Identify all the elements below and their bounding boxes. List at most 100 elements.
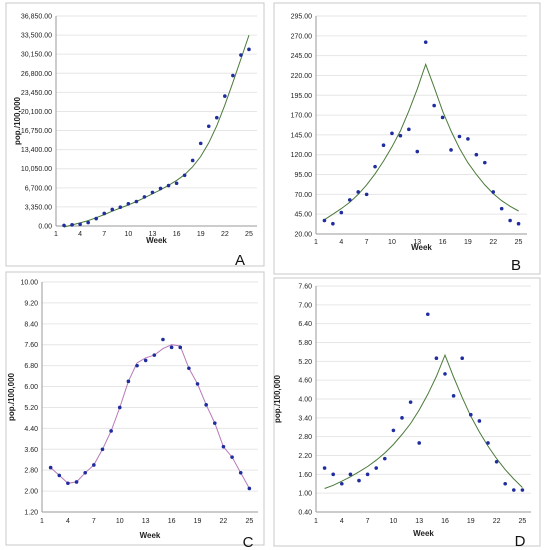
panel-b-y-tick-label: 45.00: [294, 212, 312, 219]
panel-a-y-tick-label: 16,750.00: [21, 128, 52, 135]
panel-d-x-tick-label: 25: [519, 518, 527, 525]
panel-d-data-point: [426, 312, 430, 317]
panel-a-frame: [5, 2, 265, 267]
panel-d-y-tick-label: 2.20: [298, 453, 312, 460]
panel-c-data-point: [213, 421, 217, 425]
panel-d: 0.40 1.00 1.60 2.20 2.80 3.40 4.00 4.60 5.20 5.80…: [273, 277, 541, 550]
panel-a-y-tick-label: 26,800.00: [21, 71, 52, 78]
panel-a-plot: 0.00 3,350.00 6,700.00 10,050.00 13,400.00 16…: [13, 14, 257, 269]
panel-a-x-tick-label: 4: [78, 231, 82, 238]
panel-d-x-tick-label: 7: [366, 518, 370, 525]
panel-d-data-point: [391, 428, 396, 433]
panel-d-data-point: [486, 441, 490, 445]
panel-c-x-tick-label: 19: [194, 518, 202, 525]
panel-d-y-tick-label: 5.80: [298, 340, 312, 347]
panel-d-y-axis-label: pop./100,000: [273, 374, 282, 423]
panel-a-data-point: [150, 190, 155, 195]
panel-b-data-point: [483, 160, 487, 165]
panel-d-y-tick-label: 1.00: [298, 491, 312, 498]
panel-c-x-tick-label: 22: [220, 518, 228, 525]
panel-a-y-tick-label: 3,350.00: [25, 204, 52, 211]
panel-b-frame: [273, 2, 541, 275]
panel-b-data-point: [331, 221, 335, 226]
panel-c-data-point: [238, 470, 243, 475]
panel-d-data-point: [408, 400, 413, 404]
panel-b-y-tick-label: 270.00: [291, 33, 313, 40]
panel-c-data-point: [169, 345, 174, 350]
panel-d-x-tick-label: 10: [390, 518, 398, 525]
panel-c-y-tick-label: 2.80: [24, 468, 38, 475]
panel-c-data-point: [48, 465, 53, 470]
panel-b-data-point: [390, 131, 394, 136]
panel-a-data-point: [206, 124, 211, 129]
panel-a-data-point: [118, 205, 123, 209]
panel-d-data-point: [451, 394, 456, 398]
panel-a-y-tick-label: 10,050.00: [21, 166, 52, 173]
panel-c-data-point: [152, 353, 157, 357]
panel-a-y-tick-label: 6,700.00: [25, 185, 52, 192]
panel-b-y-tick-label: 220.00: [291, 73, 313, 80]
panel-a-fitted-curve: [63, 34, 250, 228]
panel-c-x-tick-label: 4: [66, 518, 70, 525]
panel-d-data-point: [477, 419, 482, 423]
panel-d-y-tick-label: 2.80: [298, 434, 312, 441]
panel-b-data-point: [364, 192, 369, 197]
panel-b-data-point: [466, 137, 470, 141]
panel-c-data-point: [117, 405, 122, 410]
panel-b-x-tick-label: 4: [339, 239, 343, 246]
panel-c-data-point: [247, 486, 252, 491]
panel-b-data-point: [423, 40, 428, 44]
panel-a-data-point: [215, 115, 219, 120]
panel-c-data-point: [230, 455, 234, 459]
panel-b: 20.00 45.00 70.00 95.00 120.00 145.00 170.00 19…: [273, 2, 541, 275]
panel-c-x-tick-label: 10: [116, 518, 124, 525]
panel-b-data-point: [499, 206, 504, 211]
panel-c-fitted-curve: [50, 344, 250, 489]
panel-a-data-point: [182, 173, 187, 178]
panel-b-data-point: [415, 149, 420, 154]
panel-c-data-point: [100, 447, 105, 452]
panel-d-data-point: [434, 356, 439, 360]
panel-b-data-point: [432, 103, 436, 108]
panel-d-x-tick-label: 22: [493, 518, 501, 525]
panel-b-x-tick-label: 19: [464, 239, 472, 246]
panel-d-letter: D: [515, 533, 526, 550]
panel-d-y-tick-label: 7.00: [298, 302, 312, 309]
panel-a-x-tick-label: 7: [102, 231, 106, 238]
panel-d-data-point: [340, 481, 344, 486]
panel-a-x-tick-label: 25: [245, 231, 253, 238]
panel-b-x-tick-label: 13: [413, 239, 421, 246]
panel-a-data-point: [158, 186, 163, 191]
panel-c-y-tick-label: 3.60: [24, 447, 38, 454]
panel-a-y-tick-label: 30,150.00: [21, 52, 52, 59]
panel-c-y-axis-label: pop./100,000: [7, 372, 16, 421]
panel-b-y-tick-label: 20.00: [294, 232, 312, 239]
panel-b-x-tick-label: 10: [388, 239, 396, 246]
panel-b-data-point: [508, 218, 512, 223]
panel-d-data-point: [365, 472, 370, 477]
panel-a-y-tick-label: 33,500.00: [21, 33, 52, 40]
panel-a-data-point: [174, 181, 179, 186]
panel-d-x-tick-label: 13: [415, 518, 423, 525]
panel-b-data-point: [457, 134, 462, 139]
panel-c-y-tick-label: 4.40: [24, 426, 38, 433]
panel-b-y-tick-label: 145.00: [291, 132, 313, 139]
panel-d-data-point: [503, 481, 508, 486]
panel-c-y-tick-label: 8.40: [24, 321, 38, 328]
panel-d-data-point: [331, 472, 336, 477]
panel-b-x-tick-label: 1: [314, 239, 318, 246]
panel-a-data-point: [166, 183, 171, 188]
panel-c-data-point: [83, 470, 87, 475]
panel-b-y-tick-label: 95.00: [294, 172, 312, 179]
panel-d-data-point: [348, 472, 353, 477]
panel-d-data-point: [322, 466, 327, 470]
panel-b-plot: 20.00 45.00 70.00 95.00 120.00 145.00 170.00 19…: [291, 14, 527, 274]
panel-d-y-tick-label: 7.60: [298, 284, 312, 291]
panel-c-data-point: [143, 358, 148, 363]
panel-c-y-tick-label: 1.20: [24, 510, 38, 517]
panel-a-data-point: [223, 94, 227, 98]
panel-a-data-point: [239, 53, 243, 57]
panel-a-x-tick-label: 22: [221, 231, 229, 238]
panel-c-plot: 1.20 2.00 2.80 3.60 4.40 5.20 6.00 6.80 7.60 8.40…: [7, 280, 258, 550]
panel-d-x-tick-label: 16: [441, 518, 449, 525]
